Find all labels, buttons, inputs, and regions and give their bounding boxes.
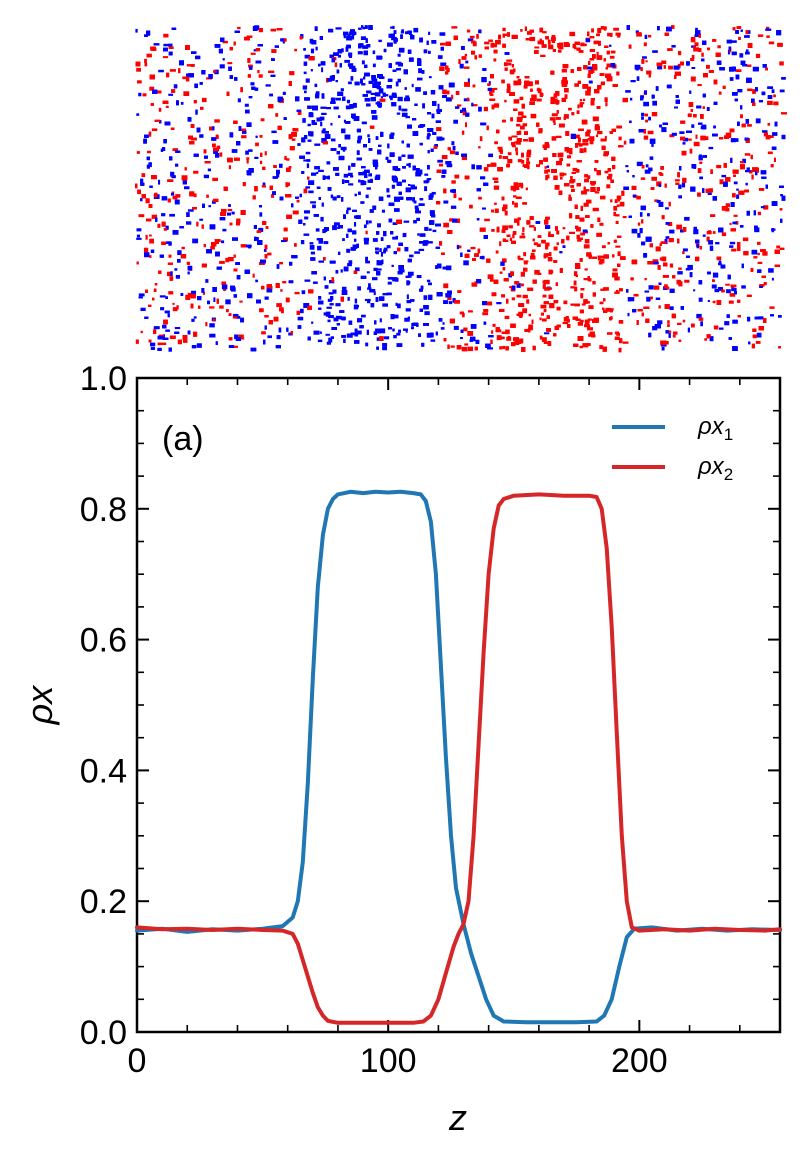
y-tick-label: 0.6 <box>80 622 127 660</box>
y-tick-label: 0.4 <box>80 752 127 790</box>
legend-label-1: ρx1 <box>697 413 733 444</box>
x-tick-label: 200 <box>611 1042 668 1080</box>
snapshot-particles <box>135 25 787 353</box>
y-tick-label: 1.0 <box>80 360 127 398</box>
series-line-2 <box>135 492 782 1025</box>
panel-label: (a) <box>162 420 204 458</box>
y-tick-label: 0.0 <box>80 1014 127 1052</box>
axis-ticks <box>136 377 780 1033</box>
y-axis-label: ρx <box>19 684 60 726</box>
legend-label-2: ρx2 <box>697 453 733 484</box>
legend: ρx1 ρx2 <box>612 413 733 484</box>
x-tick-label: 0 <box>128 1042 147 1080</box>
y-tick-label: 0.8 <box>80 491 127 529</box>
y-tick-labels: 0.0 0.2 0.4 0.6 0.8 1.0 <box>80 360 127 1052</box>
series-lines <box>135 489 782 1025</box>
x-tick-labels: 0 100 200 <box>128 1042 668 1080</box>
x-tick-label: 100 <box>360 1042 417 1080</box>
x-axis-label: z <box>448 1097 467 1138</box>
plot-area <box>135 376 782 1034</box>
y-tick-label: 0.2 <box>80 883 127 921</box>
series-line-1 <box>135 489 782 1025</box>
particle-snapshot <box>135 25 787 353</box>
